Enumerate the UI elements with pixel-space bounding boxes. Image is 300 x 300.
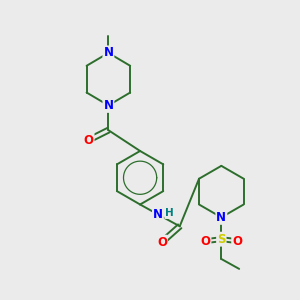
Text: S: S xyxy=(217,233,226,246)
Text: O: O xyxy=(200,235,211,248)
Text: N: N xyxy=(153,208,163,221)
Text: O: O xyxy=(157,236,167,249)
Text: O: O xyxy=(232,235,242,248)
Text: N: N xyxy=(103,99,113,112)
Text: H: H xyxy=(165,208,174,218)
Text: O: O xyxy=(84,134,94,147)
Text: N: N xyxy=(216,211,226,224)
Text: N: N xyxy=(103,46,113,59)
